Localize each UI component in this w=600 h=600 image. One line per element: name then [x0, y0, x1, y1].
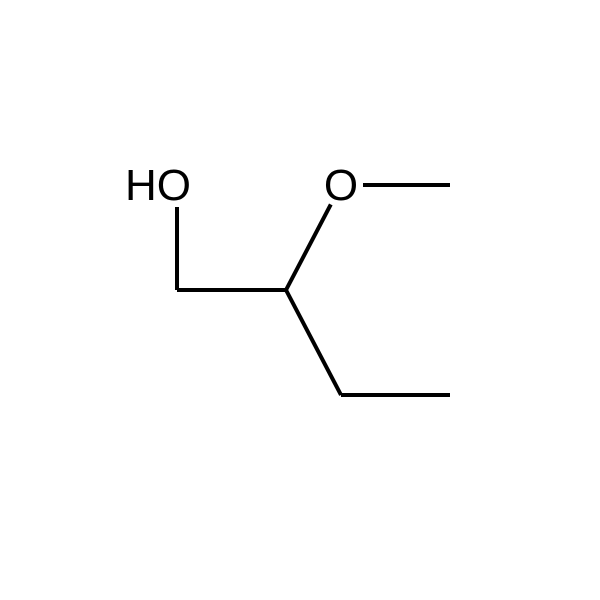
atom-label: HO: [125, 161, 191, 210]
bond: [286, 290, 341, 395]
atom-label: O: [324, 161, 358, 210]
bond: [286, 204, 331, 290]
molecule-diagram: HO O: [0, 0, 600, 600]
